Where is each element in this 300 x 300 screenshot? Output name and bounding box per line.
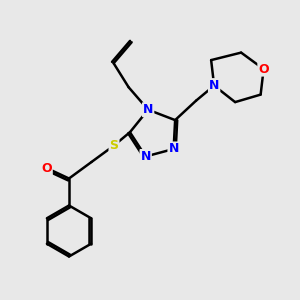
Text: O: O: [41, 161, 52, 175]
Text: N: N: [168, 142, 179, 155]
Text: N: N: [209, 79, 219, 92]
Text: N: N: [140, 150, 151, 163]
Text: N: N: [143, 103, 153, 116]
Text: S: S: [110, 139, 118, 152]
Text: O: O: [258, 63, 269, 76]
